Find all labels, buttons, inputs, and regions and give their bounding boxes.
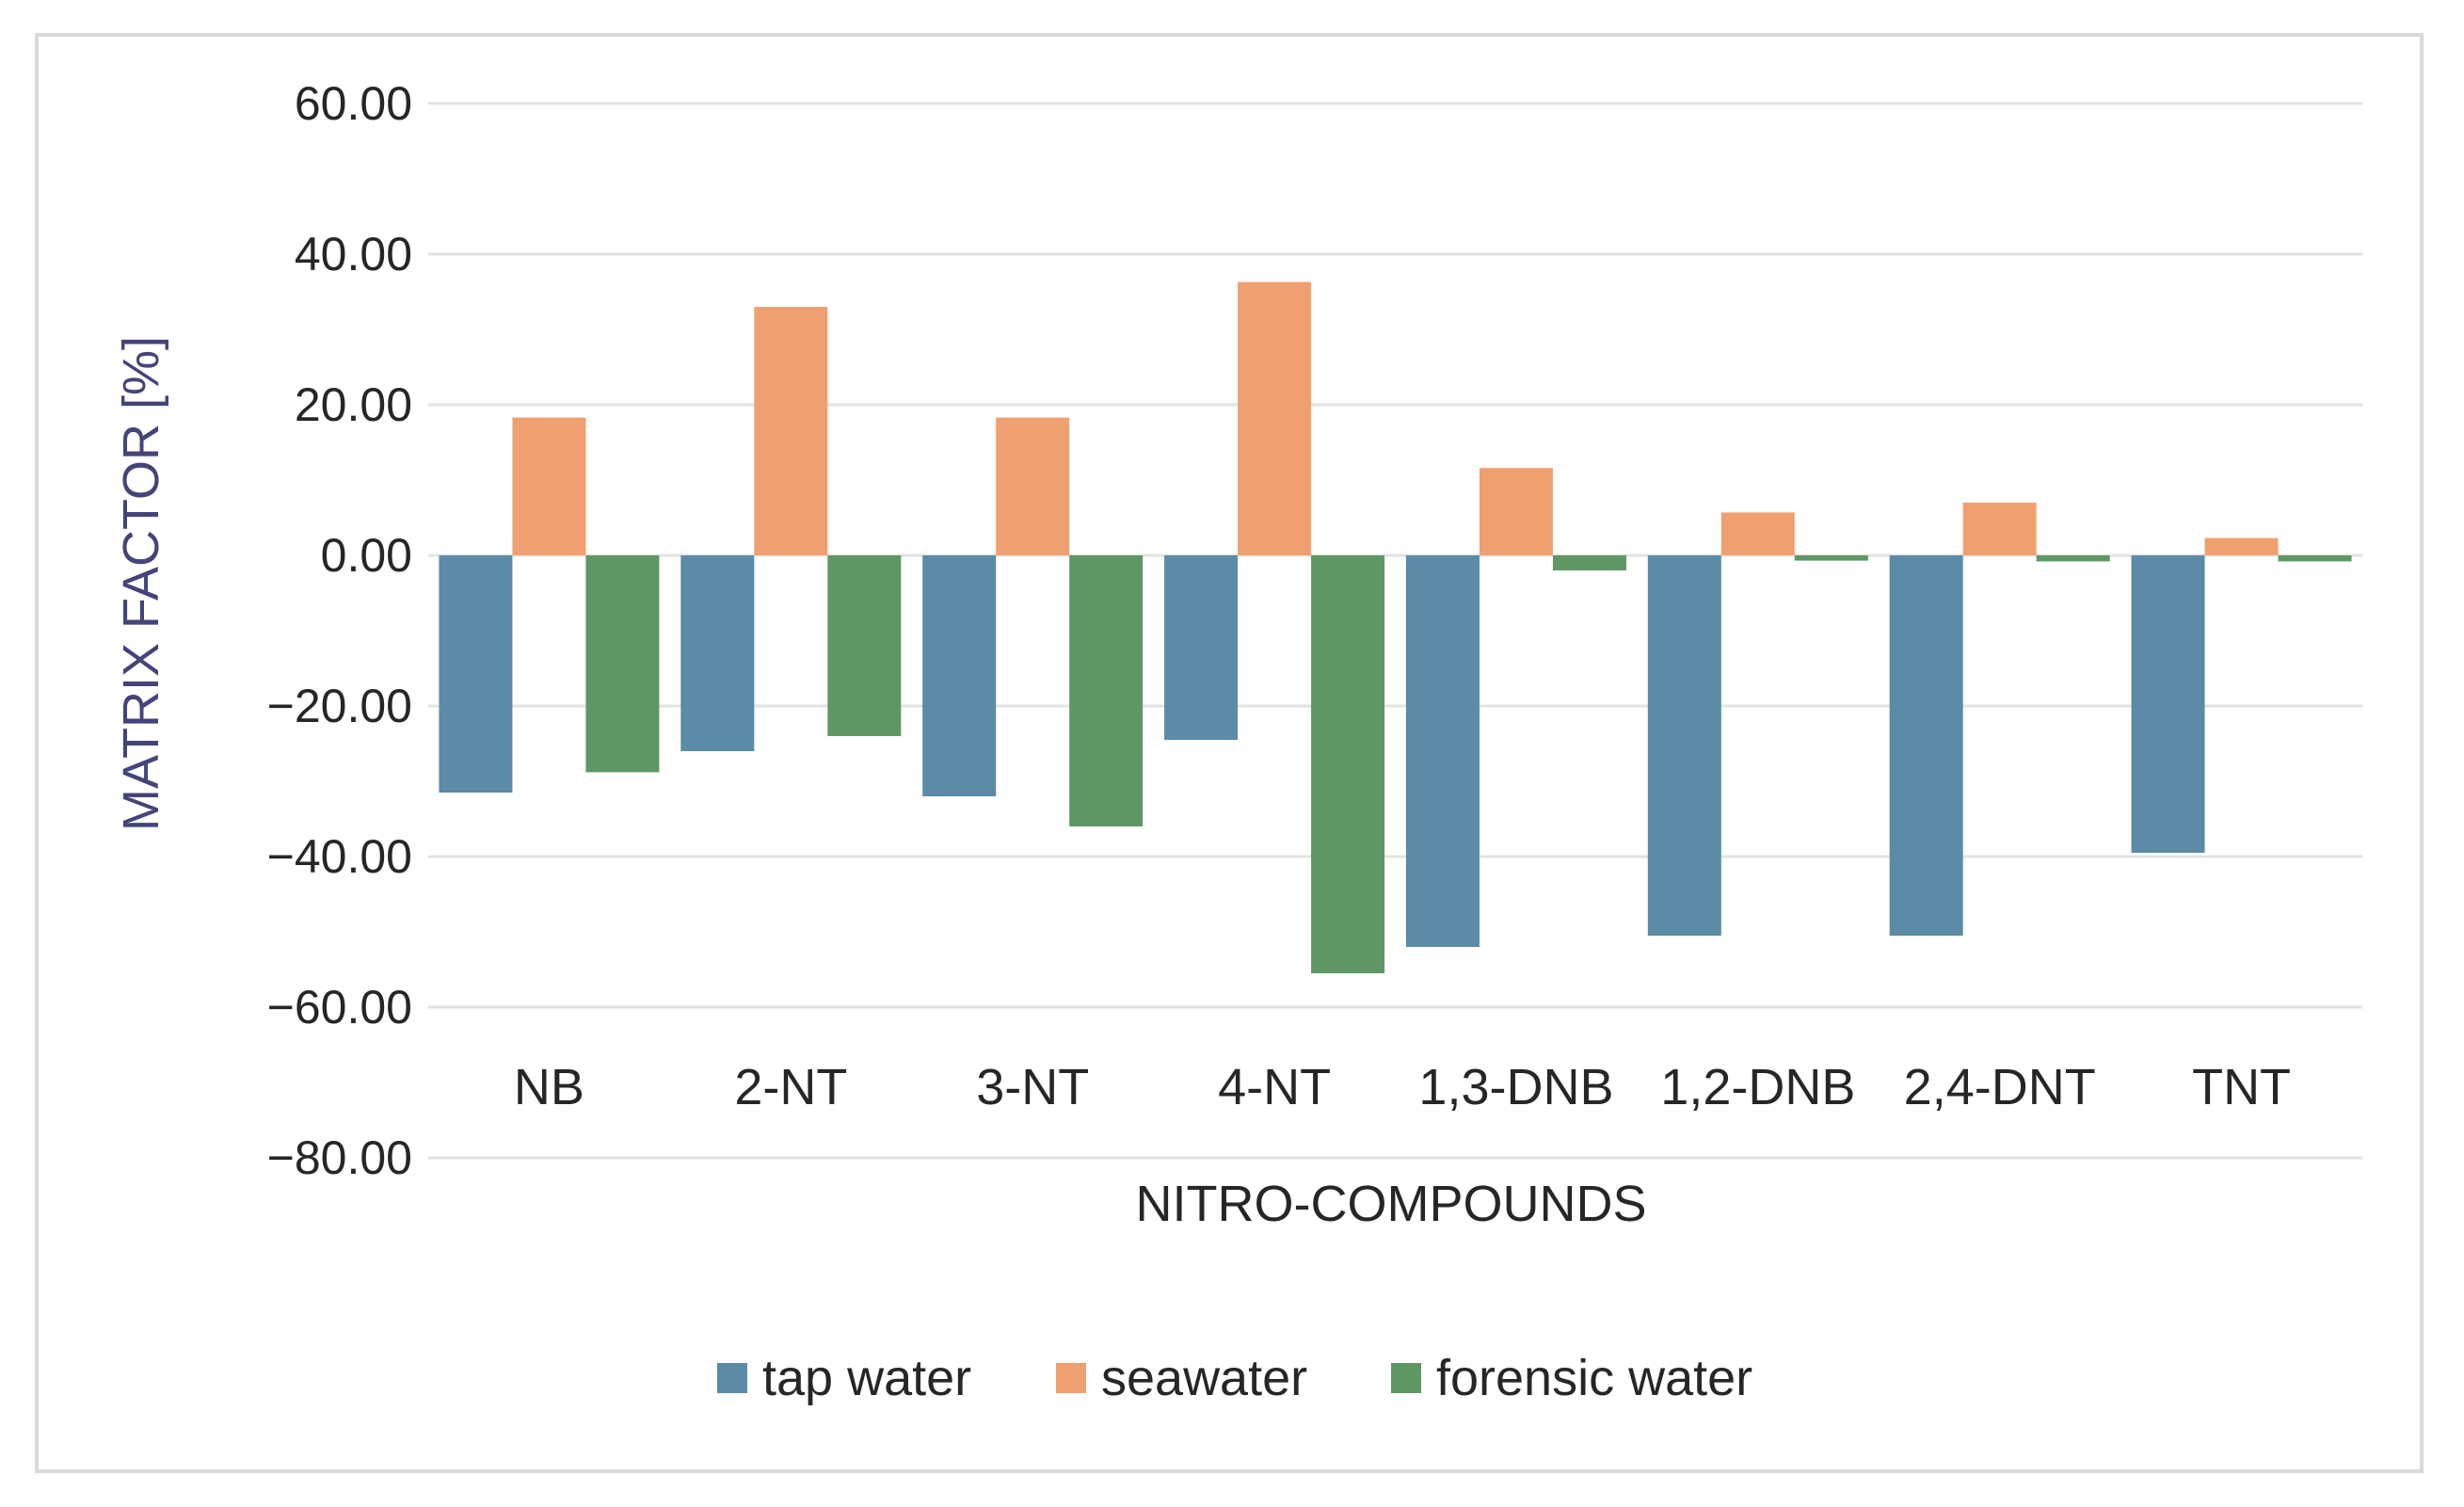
bar-seawater <box>996 417 1070 555</box>
bar-forensic-water <box>2278 555 2352 562</box>
legend-swatch <box>1391 1363 1421 1393</box>
bar-tap-water <box>922 555 997 796</box>
y-tick-label: 60.00 <box>295 77 412 130</box>
y-tick-label: −80.00 <box>267 1131 412 1184</box>
y-tick-label: −60.00 <box>267 981 412 1034</box>
bar-forensic-water <box>1311 555 1385 973</box>
bar-seawater <box>1720 512 1795 555</box>
bar-seawater <box>1479 468 1553 555</box>
x-axis-title: NITRO-COMPOUNDS <box>1136 1176 1647 1232</box>
y-tick-label: 40.00 <box>295 228 412 281</box>
category-label: TNT <box>2192 1059 2291 1115</box>
legend-label: forensic water <box>1436 1350 1752 1406</box>
bar-tap-water <box>680 555 755 751</box>
bar-forensic-water <box>1794 555 1868 561</box>
y-axis-title: MATRIX FACTOR [%] <box>113 336 169 831</box>
bar-tap-water <box>1889 555 1963 936</box>
bar-tap-water <box>1164 555 1239 740</box>
bar-tap-water <box>1405 555 1480 947</box>
bar-forensic-water <box>827 555 902 736</box>
category-label: 2,4-DNT <box>1904 1059 2096 1115</box>
category-label: 2-NT <box>734 1059 847 1115</box>
category-label: 4-NT <box>1218 1059 1331 1115</box>
category-label: NB <box>514 1059 584 1115</box>
y-tick-label: 20.00 <box>295 378 412 431</box>
y-tick-label: −20.00 <box>267 680 412 732</box>
bar-forensic-water <box>2036 555 2110 562</box>
category-labels: NB 2-NT 3-NT 4-NT 1,3-DNB 1,2-DNB 2,4-DNT TNT <box>514 1059 2291 1115</box>
legend-swatch <box>1056 1363 1086 1393</box>
legend-swatch <box>717 1363 747 1393</box>
bar-tap-water <box>439 555 513 793</box>
bar-seawater <box>512 417 586 555</box>
bar-seawater <box>1962 503 2037 555</box>
category-label: 1,3-DNB <box>1418 1059 1613 1115</box>
bar-seawater <box>2204 537 2279 555</box>
legend-label: seawater <box>1101 1350 1307 1406</box>
legend-label: tap water <box>762 1350 971 1406</box>
y-tick-labels: 60.00 40.00 20.00 0.00 −20.00 −40.00 −60.00 −80… <box>267 77 412 1184</box>
y-tick-label: −40.00 <box>267 830 412 883</box>
bar-forensic-water <box>1552 555 1626 570</box>
y-tick-label: 0.00 <box>321 529 412 582</box>
bars <box>439 281 2352 973</box>
bar-forensic-water <box>1069 555 1144 826</box>
category-label: 3-NT <box>976 1059 1089 1115</box>
category-label: 1,2-DNB <box>1660 1059 1855 1115</box>
bar-tap-water <box>1647 555 1721 936</box>
bar-seawater <box>754 307 828 555</box>
legend: tap water seawater forensic water <box>717 1350 1752 1406</box>
bar-seawater <box>1238 281 1312 555</box>
bar-tap-water <box>2131 555 2205 853</box>
chart-frame <box>35 33 2424 1473</box>
bar-forensic-water <box>585 555 660 773</box>
